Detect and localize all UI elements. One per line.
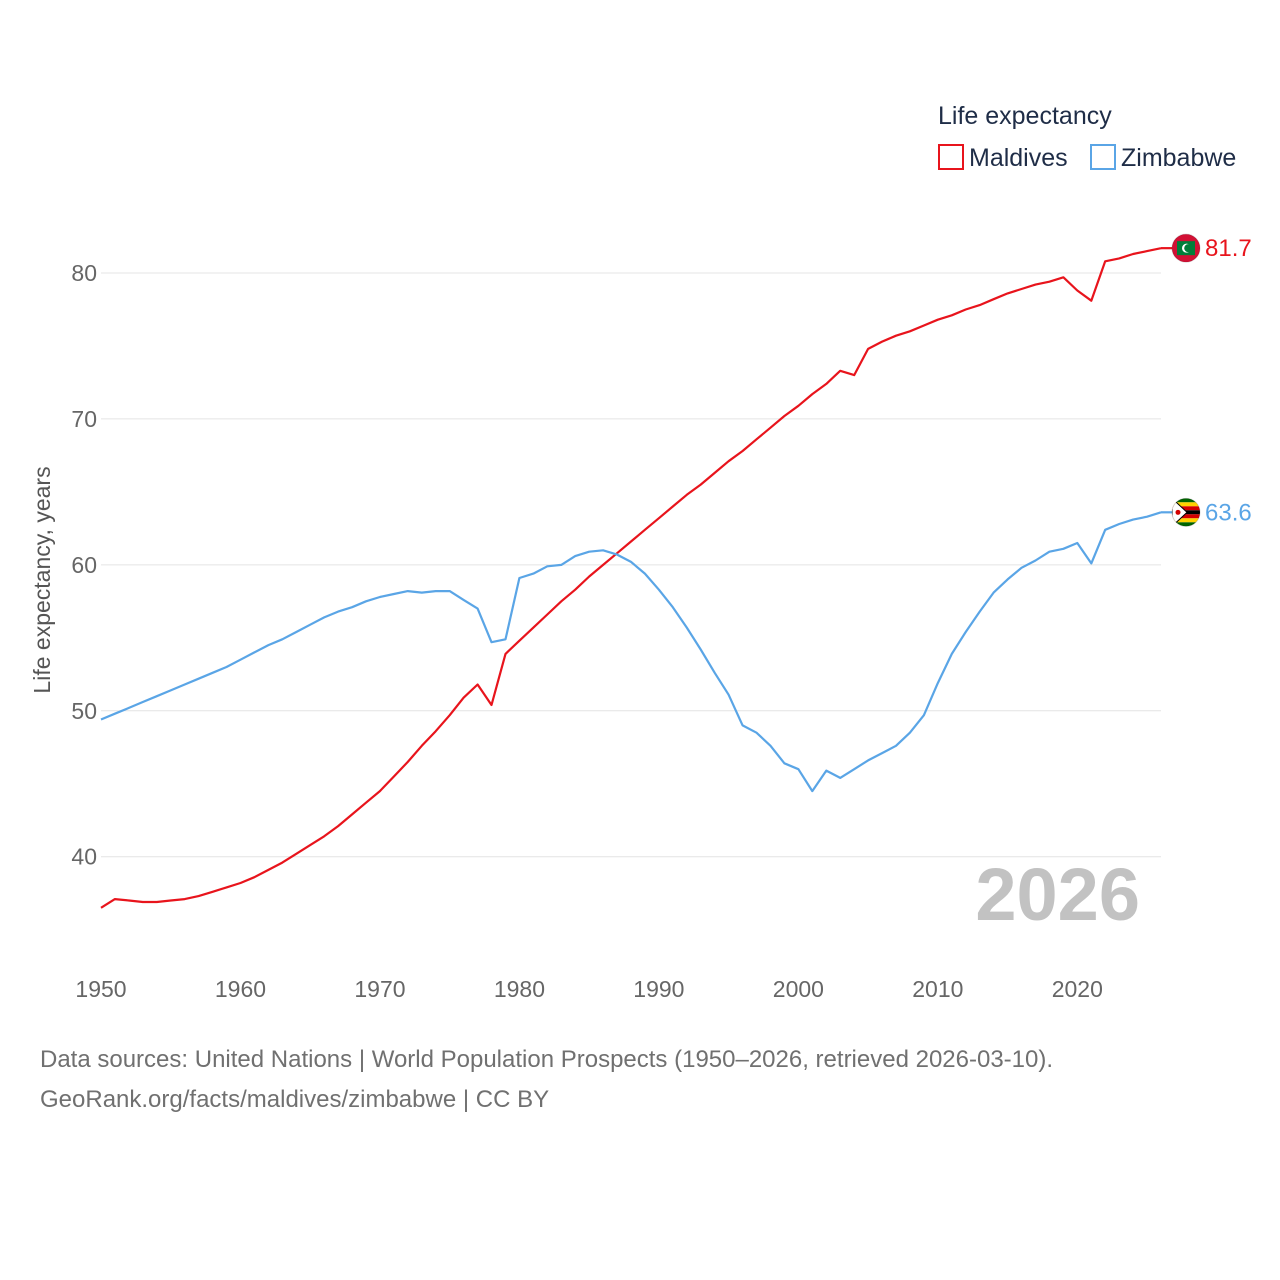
y-tick-label: 50 [71,698,97,724]
series-line-zimbabwe[interactable] [100,511,1162,793]
y-tick-label: 40 [71,844,97,870]
y-tick-label: 70 [71,406,97,432]
zimbabwe-flag-icon [1171,497,1201,527]
maldives-flag-icon [1171,233,1201,263]
current-year-label: 2026 [975,853,1140,936]
legend-label-zimbabwe: Zimbabwe [1121,144,1236,172]
grid-lines [101,272,1161,858]
x-tick-label: 2000 [773,976,824,1002]
y-tick-label: 60 [71,552,97,578]
y-axis-ticks: 40 50 60 70 80 [71,260,97,870]
x-axis-ticks: 1950 1960 1970 1980 1990 2000 2010 2020 [75,976,1102,1002]
y-tick-label: 80 [71,260,97,286]
legend-title: Life expectancy [938,102,1112,130]
source-line-data: Data sources: United Nations | World Pop… [40,1046,1054,1073]
x-tick-label: 1960 [215,976,266,1002]
x-tick-label: 1980 [494,976,545,1002]
series-end-markers: 81.7 63.6 [1161,233,1252,527]
series-lines [100,247,1162,909]
x-tick-label: 1990 [633,976,684,1002]
legend-item-zimbabwe[interactable]: Zimbabwe [1090,144,1236,172]
legend-label-maldives: Maldives [969,144,1068,172]
x-tick-label: 2020 [1052,976,1103,1002]
x-tick-label: 2010 [912,976,963,1002]
x-tick-label: 1950 [75,976,126,1002]
legend-swatch-zimbabwe [1090,144,1116,170]
legend: Life expectancy Maldives Zimbabwe [938,102,1236,172]
source-line-link[interactable]: GeoRank.org/facts/maldives/zimbabwe | CC… [40,1086,550,1113]
line-chart: 40 50 60 70 80 1950 1960 1970 1980 1990 2000 2010 2… [29,102,1252,1002]
legend-item-maldives[interactable]: Maldives [938,144,1068,172]
series-line-maldives[interactable] [100,247,1162,909]
x-tick-label: 1970 [354,976,405,1002]
y-axis-title: Life expectancy, years [29,466,55,693]
legend-swatch-maldives [938,144,964,170]
end-value-label-zimbabwe: 63.6 [1205,499,1252,526]
end-value-label-maldives: 81.7 [1205,235,1252,262]
source-note: Data sources: United Nations | World Pop… [40,1040,1053,1120]
